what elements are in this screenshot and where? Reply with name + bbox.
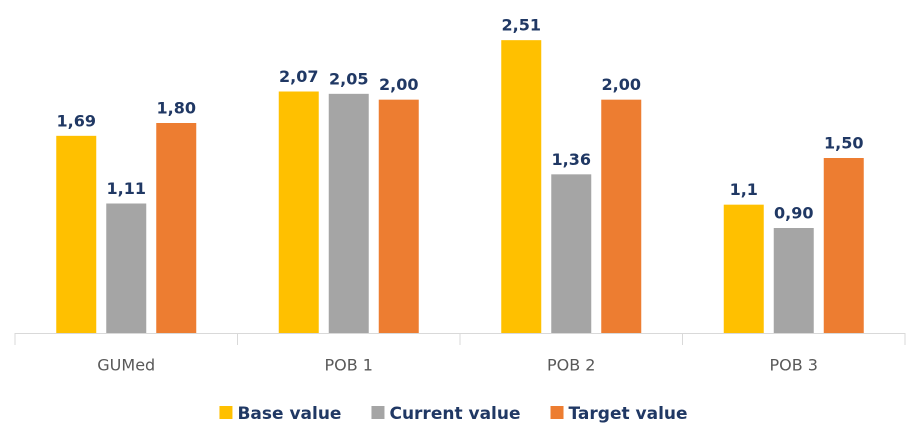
bar — [501, 40, 542, 334]
x-tick-label: POB 1 — [325, 356, 373, 375]
legend-label: Target value — [569, 404, 688, 424]
data-label: 1,36 — [552, 150, 591, 169]
legend-swatch — [550, 406, 564, 419]
bar — [328, 93, 369, 333]
legend-label: Current value — [389, 404, 520, 424]
data-label: 2,05 — [329, 69, 368, 88]
data-label: 2,07 — [279, 67, 318, 86]
data-label: 1,1 — [730, 180, 758, 199]
data-label: 1,80 — [157, 99, 196, 118]
legend-swatch — [219, 406, 233, 419]
bar — [278, 91, 319, 333]
bar — [551, 174, 592, 333]
data-label: 1,11 — [107, 179, 146, 198]
data-label: 1,50 — [824, 134, 863, 153]
bar — [156, 123, 197, 333]
data-label: 2,00 — [379, 75, 418, 94]
bar — [106, 203, 147, 333]
x-tick-label: POB 2 — [547, 356, 595, 375]
legend-label: Base value — [237, 404, 341, 424]
bar — [773, 228, 814, 333]
bar — [723, 204, 764, 333]
bar — [823, 158, 864, 333]
bar — [56, 135, 97, 333]
x-tick-label: GUMed — [97, 356, 155, 375]
bar — [601, 99, 642, 334]
bar — [378, 99, 419, 334]
data-label: 1,69 — [57, 111, 96, 130]
data-label: 0,90 — [774, 204, 813, 223]
data-label: 2,00 — [602, 75, 641, 94]
data-label: 2,51 — [502, 16, 541, 35]
legend-swatch — [371, 406, 385, 419]
x-tick-label: POB 3 — [770, 356, 818, 375]
